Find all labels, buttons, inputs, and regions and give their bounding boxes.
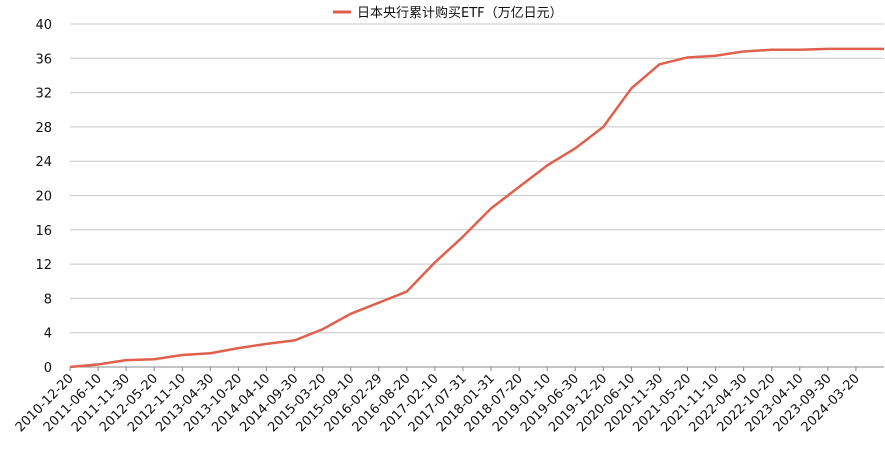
y-tick-label: 40 — [35, 18, 52, 33]
y-tick-label: 20 — [35, 190, 52, 205]
y-tick-label: 0 — [44, 361, 52, 376]
y-tick-label: 36 — [35, 52, 52, 67]
line-series — [69, 47, 884, 369]
y-tick-label: 4 — [44, 327, 52, 342]
y-tick-label: 16 — [35, 224, 52, 239]
y-tick-label: 12 — [35, 258, 52, 273]
y-tick-label: 8 — [44, 292, 52, 307]
legend-label: 日本央行累计购买ETF（万亿日元） — [357, 5, 563, 21]
y-tick-label: 32 — [35, 87, 52, 102]
y-tick-label: 24 — [35, 155, 52, 170]
y-tick-label: 28 — [35, 121, 52, 136]
